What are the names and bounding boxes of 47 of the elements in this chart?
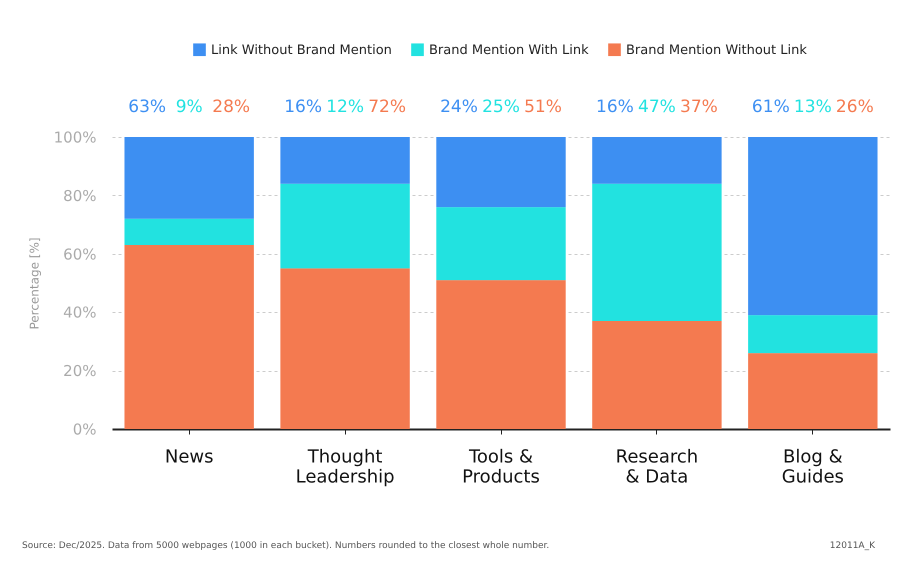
bar	[436, 137, 566, 208]
y-tick-label: 100%	[54, 128, 96, 146]
text: 47%	[638, 97, 676, 117]
bar	[124, 245, 254, 429]
bar	[280, 137, 410, 184]
bar	[280, 184, 410, 268]
bar	[748, 315, 878, 354]
text: 63%	[128, 97, 166, 117]
x-tick-label: Research & Data	[616, 446, 698, 488]
text: 12011A_K	[830, 541, 875, 551]
text: 13%	[794, 97, 832, 117]
y-tick-label: 0%	[72, 420, 96, 438]
bar	[436, 280, 566, 429]
text: 25%	[482, 97, 520, 117]
x-tick-label: Tools & Products	[462, 446, 540, 488]
y-axis-title: Percentage [%]	[28, 237, 42, 330]
y-tick-label: 60%	[63, 245, 96, 264]
y-tick-label: 40%	[63, 304, 96, 322]
bar	[748, 137, 878, 316]
source-note: Source: Dec/2025. Data from 5000 webpages (1000 in each bucket). Numbers rounded to the closest whole number.	[22, 541, 550, 551]
text: 24%	[440, 97, 478, 117]
text: 51%	[524, 97, 562, 117]
text: 72%	[368, 97, 406, 117]
y-tick-label: 20%	[63, 362, 96, 380]
bar	[748, 353, 878, 429]
bar	[436, 207, 566, 280]
text: 37%	[680, 97, 718, 117]
text: 28%	[212, 97, 250, 117]
bar	[124, 137, 254, 219]
legend-label: Brand Mention Without Link	[626, 42, 808, 58]
y-tick-label: 80%	[63, 186, 96, 205]
bar	[592, 184, 722, 321]
text: 9%	[176, 97, 203, 117]
text: 26%	[836, 97, 874, 117]
bar	[280, 268, 410, 429]
x-tick-label: Thought Leadership	[296, 446, 395, 488]
x-tick-label: Blog & Guides	[782, 446, 844, 488]
text: 16%	[596, 97, 634, 117]
legend-label: Link Without Brand Mention	[211, 42, 392, 58]
bar	[592, 320, 722, 429]
legend-label: Brand Mention With Link	[429, 42, 590, 58]
text: 16%	[284, 97, 322, 117]
x-tick-label: News	[164, 446, 214, 468]
bar	[124, 218, 254, 246]
text: 61%	[752, 97, 790, 117]
text: 12%	[326, 97, 364, 117]
bar	[592, 137, 722, 184]
